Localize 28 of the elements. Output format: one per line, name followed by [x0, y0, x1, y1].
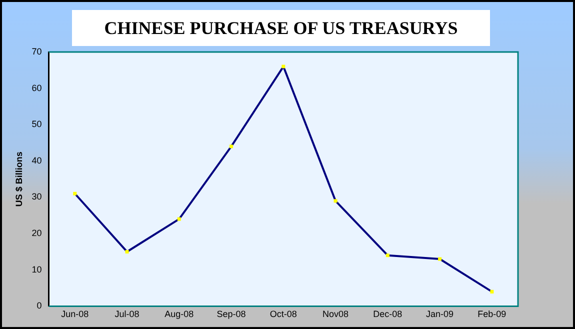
x-tick-label: Sep-08	[216, 309, 246, 320]
chart-title: CHINESE PURCHASE OF US TREASURYS	[72, 10, 490, 46]
point	[177, 217, 181, 221]
x-tick-label: Jan-09	[426, 309, 454, 320]
y-tick-label: 70	[32, 46, 42, 56]
y-tick-label: 30	[32, 192, 42, 202]
point	[230, 144, 234, 148]
point	[282, 64, 286, 68]
point	[73, 192, 77, 196]
x-tick-label: Feb-09	[478, 309, 506, 320]
y-tick-label: 0	[36, 300, 42, 311]
x-tick-label: Jun-08	[61, 309, 89, 320]
y-tick-label: 10	[32, 264, 42, 274]
x-tick-label: Nov08	[322, 309, 349, 320]
point	[490, 290, 494, 294]
x-tick-label: Oct-08	[270, 309, 297, 320]
y-tick-label: 60	[32, 82, 42, 93]
point	[386, 254, 390, 258]
point	[125, 250, 129, 254]
point	[438, 257, 442, 261]
y-tick-label: 20	[32, 228, 42, 238]
x-tick-label: Dec-08	[373, 309, 402, 320]
x-tick-label: Jul-08	[114, 309, 140, 320]
y-axis-title: US $ Billions	[14, 152, 24, 207]
y-tick-label: 40	[32, 155, 42, 166]
point	[334, 199, 338, 203]
y-tick-label: 50	[32, 119, 42, 130]
x-tick-label: Aug-08	[164, 309, 194, 320]
